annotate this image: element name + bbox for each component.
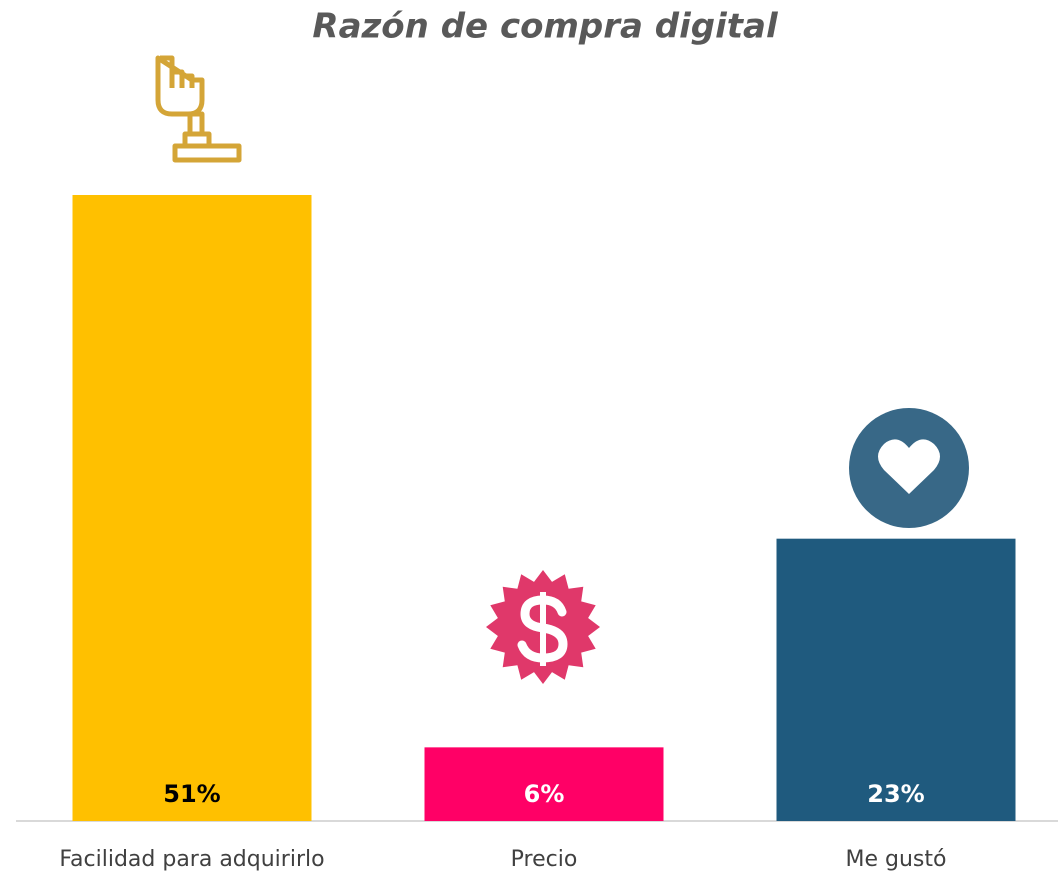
bar: [72, 195, 312, 821]
data-label: 6%: [524, 780, 565, 808]
x-tick-label: Facilidad para adquirirlo: [59, 847, 324, 872]
bar: [424, 747, 664, 821]
bar: [776, 538, 1016, 821]
data-label: 23%: [867, 780, 924, 808]
chart-title: Razón de compra digital: [312, 7, 779, 47]
pointer-icon: [155, 55, 242, 163]
x-tick-label: Me gustó: [846, 847, 947, 872]
data-label: 51%: [163, 780, 220, 808]
heart-icon: [849, 408, 969, 528]
price-icon: [486, 570, 600, 684]
x-tick-label: Precio: [511, 847, 578, 872]
